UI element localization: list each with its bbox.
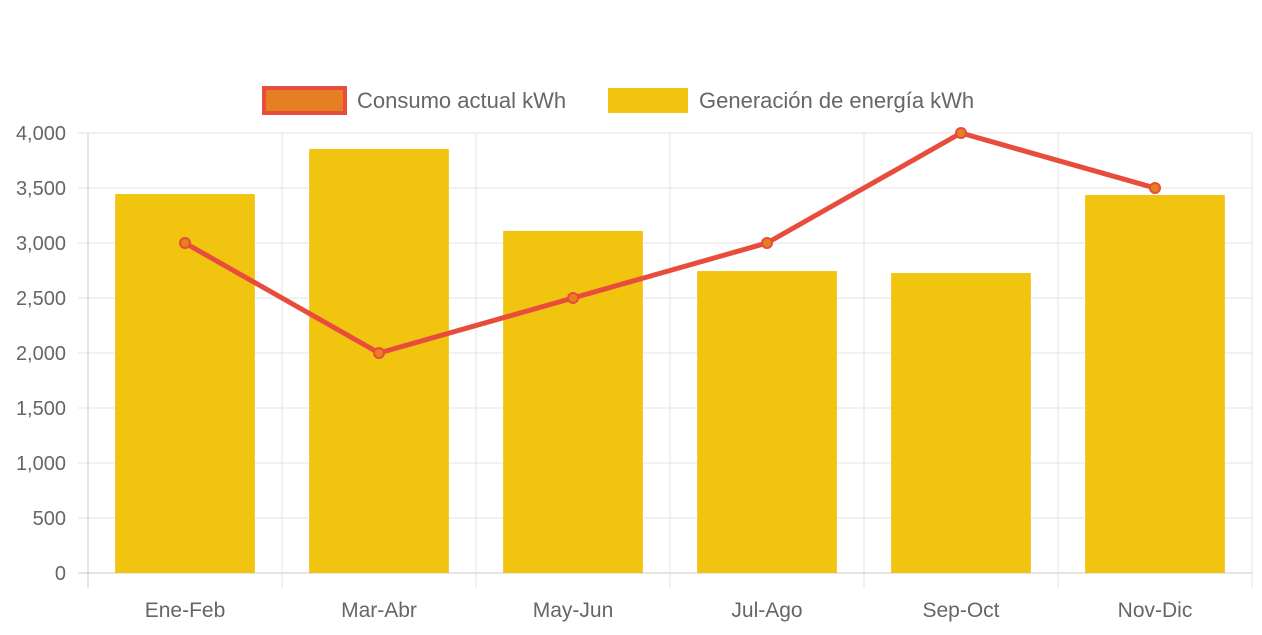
x-tick-label: Mar-Abr — [341, 599, 417, 622]
x-tick-label: Ene-Feb — [145, 599, 226, 622]
point-consumo — [1149, 182, 1161, 194]
x-tick-label: Sep-Oct — [922, 599, 999, 622]
y-tick-label: 2,500 — [16, 288, 66, 310]
y-tick-label: 2,000 — [16, 343, 66, 365]
line-consumo — [183, 130, 1156, 356]
bar-jul-ago — [697, 271, 837, 573]
legend-swatch-consumo — [262, 86, 347, 115]
x-tick-label: Jul-Ago — [731, 599, 802, 622]
bar-may-jun — [503, 230, 643, 573]
y-tick-label: 500 — [33, 508, 66, 530]
point-consumo — [567, 292, 579, 304]
point-consumo — [179, 237, 191, 249]
x-tick-label: Nov-Dic — [1118, 599, 1193, 622]
point-consumo — [761, 237, 773, 249]
legend-label-consumo: Consumo actual kWh — [357, 88, 566, 113]
bar-mar-abr — [309, 148, 449, 573]
legend-item-consumo[interactable]: Consumo actual kWh — [262, 86, 566, 115]
point-consumo — [373, 347, 385, 359]
x-tick-label: May-Jun — [533, 599, 614, 622]
y-tick-label: 3,500 — [16, 178, 66, 200]
y-tick-label: 4,000 — [16, 123, 66, 145]
y-tick-label: 0 — [55, 563, 66, 585]
y-tick-label: 1,000 — [16, 453, 66, 475]
point-consumo — [955, 127, 967, 139]
bar-sep-oct — [891, 273, 1031, 573]
bar-nov-dic — [1085, 195, 1225, 574]
y-tick-label: 1,500 — [16, 398, 66, 420]
legend-swatch-generacion — [608, 88, 688, 113]
bar-ene-feb — [115, 194, 255, 574]
legend-item-generacion[interactable]: Generación de energía kWh — [608, 88, 974, 113]
y-tick-label: 3,000 — [16, 233, 66, 255]
legend-label-generacion: Generación de energía kWh — [699, 88, 974, 113]
legend: Consumo actual kWh Generación de energía… — [262, 86, 974, 115]
